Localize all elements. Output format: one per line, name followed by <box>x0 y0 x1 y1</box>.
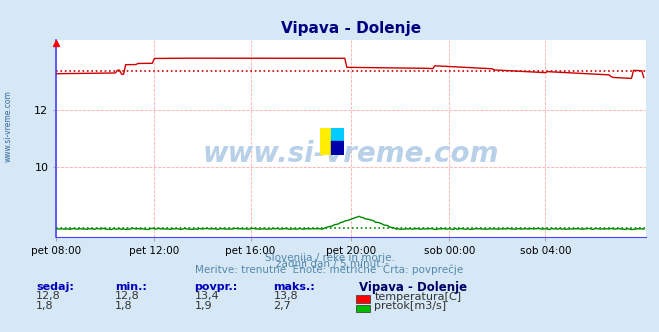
Text: 2,7: 2,7 <box>273 301 291 311</box>
Title: Vipava - Dolenje: Vipava - Dolenje <box>281 21 421 36</box>
Text: 12,8: 12,8 <box>115 291 140 301</box>
Text: sedaj:: sedaj: <box>36 283 74 292</box>
Text: 1,8: 1,8 <box>115 301 133 311</box>
Text: min.:: min.: <box>115 283 147 292</box>
Text: 12,8: 12,8 <box>36 291 61 301</box>
Text: zadnji dan / 5 minut.: zadnji dan / 5 minut. <box>275 259 384 269</box>
Text: Slovenija / reke in morje.: Slovenija / reke in morje. <box>264 253 395 263</box>
Text: 13,4: 13,4 <box>194 291 219 301</box>
Text: povpr.:: povpr.: <box>194 283 238 292</box>
Text: Vipava - Dolenje: Vipava - Dolenje <box>359 281 467 293</box>
Text: maks.:: maks.: <box>273 283 315 292</box>
Text: Meritve: trenutne  Enote: metrične  Črta: povprečje: Meritve: trenutne Enote: metrične Črta: … <box>195 263 464 275</box>
Text: 1,8: 1,8 <box>36 301 54 311</box>
Text: www.si-vreme.com: www.si-vreme.com <box>203 140 499 168</box>
Text: www.si-vreme.com: www.si-vreme.com <box>4 90 13 162</box>
Text: 1,9: 1,9 <box>194 301 212 311</box>
Text: pretok[m3/s]: pretok[m3/s] <box>374 301 446 311</box>
Text: 13,8: 13,8 <box>273 291 298 301</box>
Text: temperatura[C]: temperatura[C] <box>374 292 461 302</box>
